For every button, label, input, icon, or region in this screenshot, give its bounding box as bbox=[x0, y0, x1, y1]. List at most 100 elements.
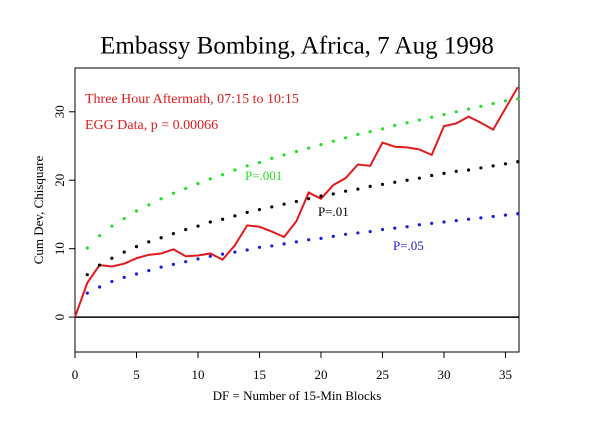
threshold-dot bbox=[368, 130, 372, 134]
x-axis-label: DF = Number of 15-Min Blocks bbox=[213, 388, 382, 403]
threshold-dot bbox=[110, 224, 114, 228]
threshold-dot bbox=[380, 182, 385, 186]
threshold-dot bbox=[331, 139, 335, 143]
threshold-dot bbox=[220, 173, 225, 177]
plot-frame bbox=[74, 67, 520, 353]
threshold-dot bbox=[307, 197, 311, 201]
threshold-dot bbox=[319, 194, 323, 198]
threshold-dot bbox=[491, 101, 495, 106]
x-tick-label: 25 bbox=[376, 367, 389, 382]
threshold-dot bbox=[417, 118, 421, 122]
x-tick-label: 35 bbox=[499, 367, 512, 382]
threshold-dot bbox=[516, 97, 520, 101]
threshold-dot bbox=[257, 208, 262, 212]
threshold-dot bbox=[171, 191, 175, 195]
threshold-dot bbox=[257, 160, 262, 165]
threshold-dot bbox=[479, 216, 483, 220]
threshold-dot bbox=[442, 220, 446, 224]
threshold-dot bbox=[503, 162, 508, 166]
threshold-dot bbox=[417, 176, 421, 180]
threshold-dot bbox=[516, 212, 520, 216]
threshold-dot bbox=[257, 245, 262, 249]
threshold-dot bbox=[122, 250, 126, 254]
threshold-dot bbox=[454, 110, 458, 114]
threshold-dot bbox=[380, 127, 385, 131]
threshold-dot bbox=[307, 146, 311, 150]
threshold-dot bbox=[343, 232, 348, 236]
threshold-dot bbox=[454, 169, 458, 173]
threshold-dot bbox=[110, 256, 114, 260]
threshold-dot bbox=[159, 197, 163, 201]
threshold-dot bbox=[196, 182, 200, 186]
threshold-dot bbox=[466, 168, 471, 172]
x-tick-label: 5 bbox=[133, 367, 140, 382]
threshold-dot bbox=[343, 189, 348, 193]
threshold-dot bbox=[294, 199, 298, 204]
threshold-dot bbox=[442, 112, 446, 117]
threshold-dot bbox=[393, 226, 397, 230]
threshold-dot bbox=[294, 149, 298, 154]
threshold-dot bbox=[85, 291, 89, 295]
threshold-dot bbox=[245, 248, 249, 252]
threshold-dot bbox=[405, 225, 409, 229]
threshold-dot bbox=[245, 210, 249, 214]
threshold-dot bbox=[245, 164, 249, 168]
threshold-dot bbox=[380, 227, 385, 232]
threshold-dot bbox=[270, 244, 274, 248]
threshold-dot bbox=[134, 209, 139, 213]
threshold-dot bbox=[220, 217, 225, 221]
threshold-dot bbox=[184, 227, 188, 232]
threshold-dot bbox=[307, 238, 311, 242]
threshold-dot bbox=[233, 214, 237, 218]
y-tick-label: 0 bbox=[52, 314, 67, 321]
threshold-dot bbox=[356, 187, 360, 191]
x-tick-label: 15 bbox=[253, 367, 266, 382]
threshold-dot bbox=[503, 99, 508, 103]
threshold-dot bbox=[393, 123, 397, 128]
threshold-dot bbox=[368, 229, 372, 234]
threshold-dot bbox=[171, 262, 175, 267]
threshold-dot bbox=[184, 186, 188, 191]
threshold-dot bbox=[208, 177, 212, 181]
threshold-dot bbox=[282, 153, 286, 157]
threshold-dot bbox=[171, 232, 175, 236]
threshold-dot bbox=[85, 273, 89, 277]
y-axis-label: Cum Dev, Chisquare bbox=[31, 155, 46, 264]
threshold-dot bbox=[270, 205, 274, 209]
threshold-dot bbox=[319, 143, 323, 147]
threshold-dot bbox=[356, 132, 360, 136]
threshold-dot bbox=[122, 216, 126, 221]
threshold-dot bbox=[417, 223, 421, 227]
threshold-dot bbox=[430, 221, 434, 225]
curve-label: P=.01 bbox=[318, 204, 349, 219]
y-tick-label: 30 bbox=[52, 105, 67, 118]
x-tick-label: 20 bbox=[314, 367, 327, 382]
threshold-dot bbox=[479, 104, 483, 108]
threshold-dot bbox=[85, 246, 89, 250]
curve-label: P=.001 bbox=[245, 168, 282, 183]
threshold-dot bbox=[405, 178, 409, 182]
threshold-dot bbox=[196, 224, 200, 228]
annotation: EGG Data, p = 0.00066 bbox=[85, 118, 218, 133]
threshold-dot bbox=[430, 173, 434, 178]
threshold-dot bbox=[282, 242, 286, 246]
threshold-dot bbox=[331, 192, 335, 196]
threshold-dot bbox=[368, 184, 372, 188]
chart-title: Embassy Bombing, Africa, 7 Aug 1998 bbox=[100, 33, 494, 60]
threshold-dot bbox=[270, 156, 274, 160]
threshold-dot bbox=[516, 160, 520, 164]
threshold-dot bbox=[134, 272, 139, 276]
y-tick-label: 20 bbox=[52, 174, 67, 187]
threshold-dot bbox=[319, 236, 323, 240]
threshold-dot bbox=[503, 213, 508, 217]
data-line bbox=[74, 86, 519, 318]
threshold-dot bbox=[159, 236, 163, 240]
threshold-dot bbox=[331, 234, 335, 238]
threshold-dot bbox=[282, 202, 286, 206]
threshold-dot bbox=[466, 107, 471, 111]
threshold-dot bbox=[208, 254, 212, 258]
threshold-dot bbox=[233, 250, 237, 254]
threshold-dot bbox=[208, 220, 212, 224]
